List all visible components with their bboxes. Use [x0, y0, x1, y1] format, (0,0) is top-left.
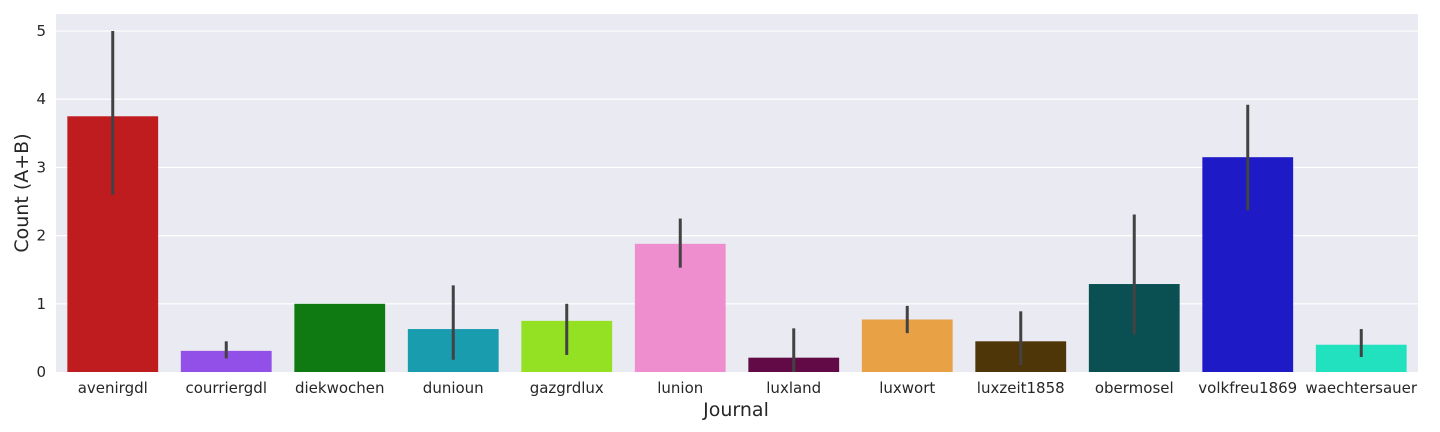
gridlines	[56, 30, 1418, 305]
y-tick-labels: 0 1 2 3 4 5	[36, 22, 46, 381]
x-tick-label: courriergdl	[185, 379, 267, 397]
x-tick-label: luxland	[766, 379, 821, 397]
x-tick-label: lunion	[657, 379, 703, 397]
x-tick-label: avenirgdl	[78, 379, 148, 397]
y-tick-label: 4	[36, 90, 46, 108]
x-tick-labels: avenirgdl courriergdl diekwochen dunioun gaz…	[78, 379, 1418, 397]
bar-courriergdl	[180, 350, 272, 372]
x-tick-label: luxzeit1858	[977, 379, 1065, 397]
x-tick-label: dunioun	[423, 379, 484, 397]
x-tick-label: diekwochen	[295, 379, 385, 397]
y-tick-label: 3	[36, 158, 46, 176]
y-tick-label: 0	[36, 363, 46, 381]
error-bars	[111, 31, 1363, 372]
x-axis-label: Journal	[702, 399, 769, 421]
x-tick-label: waechtersauer	[1305, 379, 1417, 397]
x-tick-label: luxwort	[879, 379, 935, 397]
y-tick-label: 2	[36, 227, 46, 245]
plot-background	[56, 14, 1418, 372]
x-tick-label: gazgrdlux	[530, 379, 604, 397]
y-tick-label: 5	[36, 22, 46, 40]
x-tick-label: obermosel	[1095, 379, 1174, 397]
y-axis-label: Count (A+B)	[11, 133, 33, 252]
bar-diekwochen	[294, 303, 386, 372]
x-tick-label: volkfreu1869	[1198, 379, 1297, 397]
y-tick-label: 1	[36, 295, 46, 313]
